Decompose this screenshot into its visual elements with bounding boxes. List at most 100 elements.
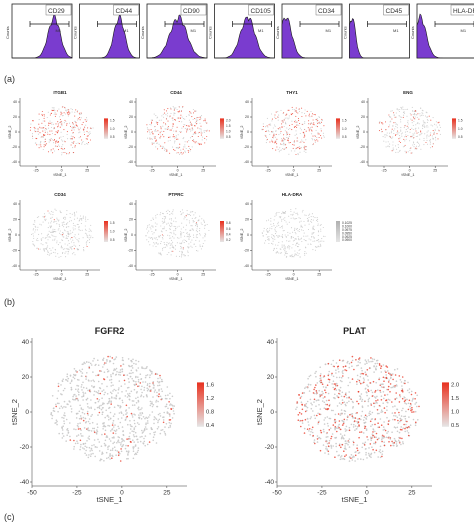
tsne-point (185, 239, 187, 242)
tsne-point (300, 147, 302, 149)
tsne-point (43, 146, 45, 148)
tsne-point (41, 233, 43, 235)
legend-value: 0.2 (226, 238, 231, 242)
tsne-point (129, 440, 132, 443)
tsne-point (204, 130, 206, 132)
tsne-point (274, 236, 276, 238)
tsne-point (314, 141, 316, 143)
tsne-point (315, 384, 317, 386)
tsne-point (149, 123, 151, 126)
tsne-point (314, 140, 316, 142)
tsne-point (55, 255, 57, 257)
tsne-point (87, 218, 89, 221)
tsne-point (39, 126, 41, 128)
tsne-point (72, 239, 74, 241)
tsne-point (300, 238, 302, 240)
tsne-point (394, 398, 397, 400)
legend-value: 1.0 (342, 127, 347, 131)
tsne-point (68, 113, 70, 115)
y-tick-label: 20 (245, 218, 249, 222)
tsne-point (289, 232, 291, 234)
tsne-point (394, 439, 397, 442)
tsne-point (279, 217, 281, 219)
tsne-point (388, 379, 390, 381)
tsne-point (390, 120, 392, 122)
tsne-point (61, 429, 64, 431)
tsne-point (110, 381, 113, 384)
tsne-point (347, 443, 349, 446)
tsne-point (113, 441, 116, 444)
tsne-point (78, 227, 80, 229)
tsne-point (319, 240, 321, 242)
tsne-point (286, 255, 288, 257)
tsne-point (164, 432, 166, 435)
tsne-point (284, 249, 286, 251)
tsne-point (304, 387, 306, 389)
tsne-point (135, 381, 137, 383)
x-tick-label: 0 (409, 169, 411, 173)
tsne-point (397, 130, 399, 132)
tsne-point (342, 359, 345, 362)
tsne-point (402, 427, 405, 429)
tsne-point (317, 220, 319, 222)
tsne-point (411, 127, 413, 129)
tsne-point (414, 392, 417, 394)
tsne-point (341, 424, 344, 426)
tsne-point (371, 395, 374, 397)
tsne-point (299, 248, 301, 251)
tsne-point (51, 395, 54, 397)
y-tick-label: -20 (265, 444, 275, 451)
tsne-point (166, 149, 168, 151)
tsne-point (54, 110, 56, 112)
tsne-point (367, 438, 369, 441)
tsne-point (148, 241, 150, 243)
tsne-point (294, 253, 296, 255)
tsne-point (375, 401, 378, 404)
tsne-point (101, 407, 104, 409)
tsne-point (323, 125, 325, 127)
tsne-point (87, 437, 89, 439)
tsne-point (103, 371, 106, 373)
tsne-point (394, 368, 396, 371)
tsne-point (52, 148, 54, 150)
tsne-point (63, 140, 65, 142)
tsne-point (192, 112, 195, 114)
tsne-point (150, 370, 153, 373)
tsne-point (289, 127, 291, 130)
tsne-point (434, 128, 436, 130)
tsne-point (62, 236, 64, 238)
tsne-point (170, 239, 173, 241)
tsne-point (301, 107, 303, 109)
tsne-point (83, 129, 85, 131)
tsne-point (185, 115, 187, 118)
tsne-point (303, 238, 305, 241)
tsne-point (325, 408, 327, 410)
tsne-point (291, 129, 293, 131)
tsne-point (49, 134, 51, 136)
tsne-point (43, 134, 45, 136)
tsne-point (345, 429, 348, 431)
tsne-point (127, 378, 130, 380)
tsne-point (284, 117, 286, 119)
tsne-point (408, 399, 411, 402)
tsne-point (341, 399, 344, 401)
tsne-point (80, 117, 82, 119)
tsne-point (86, 403, 89, 405)
tsne-point (55, 142, 57, 144)
tsne-point (179, 143, 181, 145)
tsne-point (104, 433, 106, 435)
tsne-point (327, 408, 330, 410)
tsne-point (132, 379, 135, 382)
tsne-point (88, 418, 91, 420)
y-tick-label: -40 (128, 264, 133, 268)
tsne-point (147, 225, 149, 227)
tsne-point (145, 235, 147, 237)
tsne-point (356, 383, 358, 385)
tsne-title: CD34 (54, 192, 66, 197)
tsne-point (70, 408, 73, 410)
x-axis-label: tSNE_1 (53, 277, 66, 281)
tsne-point (390, 386, 393, 389)
tsne-point (157, 122, 159, 124)
tsne-point (60, 111, 62, 113)
